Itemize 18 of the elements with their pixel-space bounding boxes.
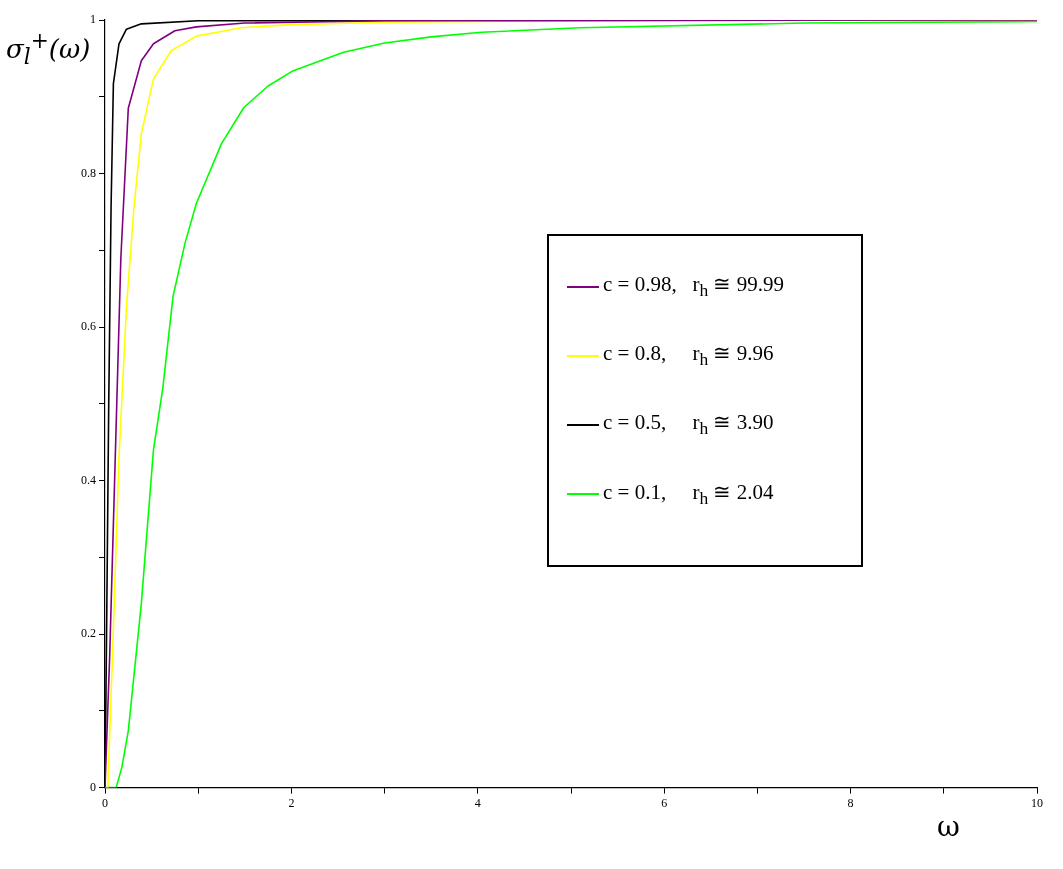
x-tick-label: 0 [102, 795, 108, 810]
y-tick-label: 0 [90, 779, 96, 794]
legend-label: c = 0.1, r$_{h}$ ≅ 2.04 [603, 479, 774, 509]
y-axis-title: σ$_{l}$$^{+}$(ω) [6, 28, 91, 69]
x-tick-label: 10 [1031, 795, 1043, 810]
legend-label: c = 0.8, r$_{h}$ ≅ 9.96 [603, 341, 774, 371]
y-tick-label: 1 [90, 12, 96, 27]
x-tick-label: 2 [288, 795, 295, 810]
y-tick-label: 0.6 [81, 319, 96, 334]
legend-label: c = 0.5, r$_{h}$ ≅ 3.90 [603, 410, 774, 440]
legend-label: c = 0.98, r$_{h}$ ≅ 99.99 [603, 272, 784, 302]
x-tick-label: 4 [474, 795, 481, 810]
x-tick-label: 6 [661, 795, 668, 810]
y-tick-label: 0.4 [81, 472, 96, 487]
x-axis-title: ω [937, 809, 960, 843]
y-tick-label: 0.2 [81, 626, 96, 641]
y-tick-label: 0.8 [81, 165, 96, 180]
x-tick-label: 8 [847, 795, 854, 810]
